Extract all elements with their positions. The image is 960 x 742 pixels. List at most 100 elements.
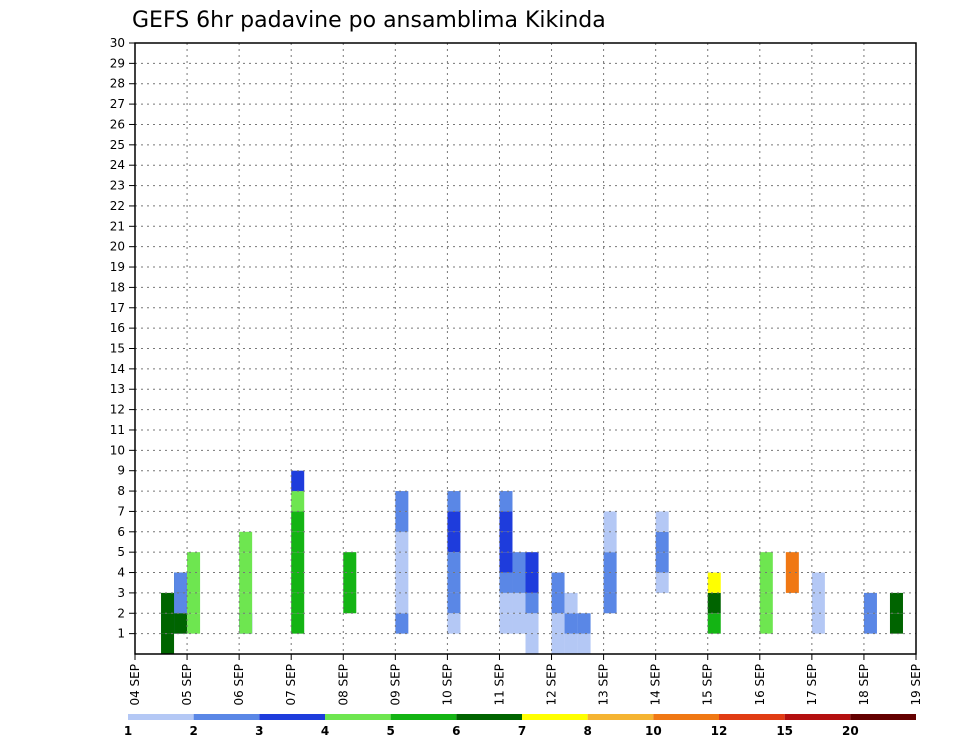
heatmap-cell <box>863 613 877 634</box>
heatmap-cell <box>187 613 201 634</box>
colorbar-swatch <box>128 714 194 720</box>
heatmap-cell <box>291 511 305 532</box>
y-tick-label: 25 <box>110 138 125 152</box>
heatmap-cell <box>707 572 721 593</box>
heatmap-cell <box>551 613 565 634</box>
y-tick-label: 13 <box>110 382 125 396</box>
colorbar-label: 1 <box>124 724 132 738</box>
heatmap-cell <box>577 633 591 654</box>
heatmap-cell <box>551 592 565 614</box>
heatmap-cell <box>291 491 305 512</box>
y-tick-label: 19 <box>110 260 125 274</box>
y-tick-label: 30 <box>110 36 125 50</box>
y-tick-label: 21 <box>110 219 125 233</box>
colorbar-swatch <box>522 714 588 720</box>
heatmap-cell <box>603 511 617 532</box>
y-tick-label: 27 <box>110 97 125 111</box>
heatmap-cell <box>395 491 409 512</box>
heatmap-cell <box>291 531 305 553</box>
heatmap-cell <box>447 552 461 573</box>
heatmap-cell <box>811 613 825 634</box>
y-tick-label: 20 <box>110 240 125 254</box>
x-tick-label: 14 SEP <box>649 664 663 706</box>
heatmap-cell <box>343 552 357 573</box>
heatmap-cell <box>291 470 305 492</box>
heatmap-cells <box>161 470 903 654</box>
colorbar-swatch <box>850 714 916 720</box>
colorbar-swatch <box>456 714 522 720</box>
colorbar-label: 20 <box>842 724 859 738</box>
heatmap-cell <box>785 552 799 573</box>
y-tick-label: 23 <box>110 179 125 193</box>
colorbar-label: 15 <box>776 724 793 738</box>
y-tick-label: 29 <box>110 56 125 70</box>
heatmap-cell <box>759 552 773 573</box>
heatmap-cell <box>161 633 175 654</box>
x-tick-label: 05 SEP <box>180 664 194 706</box>
heatmap-cell <box>655 572 669 593</box>
y-tick-label: 12 <box>110 403 125 417</box>
y-tick-label: 24 <box>110 158 125 172</box>
x-tick-label: 10 SEP <box>440 664 454 706</box>
y-tick-label: 3 <box>117 586 125 600</box>
heatmap-cell <box>239 613 253 634</box>
y-tick-label: 6 <box>117 525 125 539</box>
heatmap-cell <box>291 592 305 614</box>
heatmap-cell <box>187 572 201 593</box>
x-tick-label: 06 SEP <box>232 664 246 706</box>
chart-title: GEFS 6hr padavine po ansamblima Kikinda <box>132 8 606 33</box>
heatmap-cell <box>499 491 513 512</box>
heatmap-cell <box>759 613 773 634</box>
colorbar-swatch <box>653 714 719 720</box>
colorbar-swatch <box>259 714 325 720</box>
x-tick-label: 12 SEP <box>545 664 559 706</box>
heatmap-cell <box>889 613 903 634</box>
colorbar-label: 10 <box>645 724 662 738</box>
heatmap-cell <box>291 572 305 593</box>
y-tick-label: 22 <box>110 199 125 213</box>
y-tick-label: 7 <box>117 504 125 518</box>
heatmap-cell <box>564 633 578 654</box>
y-tick-label: 10 <box>110 443 125 457</box>
heatmap-cell <box>512 572 526 593</box>
heatmap-cell <box>707 613 721 634</box>
y-tick-label: 15 <box>110 342 125 356</box>
heatmap-cell <box>499 511 513 532</box>
colorbar-swatch <box>193 714 260 720</box>
colorbar: 1 2 3 4 5 6 7 8 10 12 15 20 <box>124 714 916 738</box>
heatmap-cell <box>291 613 305 634</box>
colorbar-label: 2 <box>189 724 197 738</box>
heatmap-cell <box>395 511 409 532</box>
colorbar-label: 4 <box>321 724 329 738</box>
colorbar-swatch <box>325 714 391 720</box>
heatmap-cell <box>889 592 903 614</box>
x-tick-label: 18 SEP <box>857 664 871 706</box>
heatmap-cell <box>161 613 175 634</box>
colorbar-label: 8 <box>583 724 591 738</box>
x-tick-label: 07 SEP <box>284 664 298 706</box>
heatmap-cell <box>447 613 461 634</box>
heatmap-cell <box>239 552 253 573</box>
heatmap-cell <box>395 531 409 553</box>
heatmap-cell <box>499 572 513 593</box>
x-axis-ticks: 04 SEP 05 SEP 06 SEP 07 SEP 08 SEP 09 SEP 10 S… <box>128 654 923 706</box>
heatmap-cell <box>759 592 773 614</box>
y-tick-label: 28 <box>110 77 125 91</box>
y-tick-label: 26 <box>110 117 125 131</box>
colorbar-swatch <box>587 714 654 720</box>
heatmap-cell <box>512 592 526 614</box>
y-tick-label: 5 <box>117 545 125 559</box>
heatmap-cell <box>395 552 409 573</box>
heatmap-cell <box>811 592 825 614</box>
y-tick-label: 9 <box>117 464 125 478</box>
heatmap-cell <box>447 572 461 593</box>
heatmap-cell <box>447 491 461 512</box>
colorbar-label: 5 <box>386 724 394 738</box>
heatmap-cell <box>551 572 565 593</box>
heatmap-cell <box>174 613 188 634</box>
heatmap-cell <box>512 552 526 573</box>
colorbar-swatch <box>719 714 785 720</box>
heatmap-cell <box>187 552 201 573</box>
heatmap-cell <box>343 592 357 614</box>
